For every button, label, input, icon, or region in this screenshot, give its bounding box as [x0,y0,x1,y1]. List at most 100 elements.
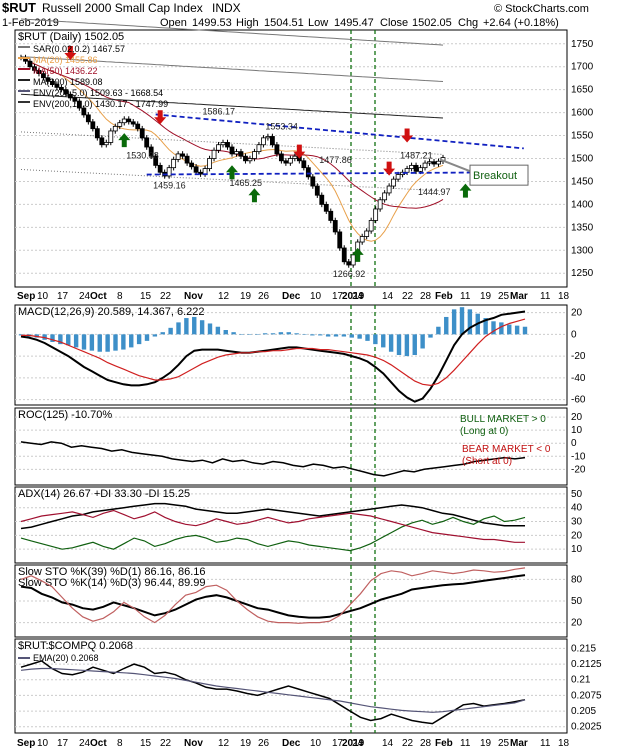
histogram-bar [270,333,276,335]
y-tick-label: 1300 [571,245,594,256]
x-tick-label: 24 [352,291,364,302]
histogram-bar [160,332,165,335]
candle-body [382,192,388,201]
x-tick-label: 17 [57,291,69,302]
x-tick-label: 8 [117,291,123,302]
histogram-bar [50,334,55,342]
histogram-bar [81,334,87,350]
histogram-bar [207,323,213,335]
histogram-bar [467,309,473,335]
x-tick-label: 22 [160,291,172,302]
histogram-bar [231,332,236,335]
legend-entry: MA(50) 1436.22 [33,66,98,76]
candle-body [252,151,257,159]
y-tick-label: 0.2025 [571,722,602,733]
sell-signal-arrow [64,45,77,60]
x-tick-label: 22 [160,738,172,749]
sell-signal-arrow [293,144,306,159]
y-tick-label: 20 [571,412,583,423]
candle-body [207,158,212,169]
histogram-bar [168,327,173,335]
histogram-bar [176,322,181,335]
x-tick-label: 24 [79,738,91,749]
x-tick-label: 12 [218,738,230,749]
y-tick-label: -20 [571,351,586,362]
candle-body [63,89,69,95]
histogram-bar [404,334,410,357]
x-tick-label: 19 [480,291,492,302]
x-tick-label: Sep [17,738,35,749]
candle-body [391,178,397,187]
high-value: 1504.51 [264,17,304,29]
sell-signal-arrow [383,161,396,176]
x-tick-label: 10 [37,738,49,749]
candle-body [54,83,60,88]
x-tick-label: Sep [17,291,35,302]
x-tick-label: 17 [57,738,69,749]
candle-body [341,247,347,263]
x-tick-label: 22 [402,291,414,302]
y-tick-label: 1750 [571,39,594,50]
y-tick-label: 80 [571,574,583,585]
histogram-bar [89,334,95,351]
y-tick-label: 0.21 [571,675,591,686]
x-tick-label: 10 [310,738,322,749]
x-tick-label: 25 [498,291,510,302]
close-value: 1502.05 [412,17,452,29]
histogram-bar [136,334,142,345]
price-annotation: 1444.97 [418,187,451,197]
panel-2: -20 -10 0 10 20 ROC(125) -10.70% BULL MARKET >… [14,407,586,486]
y-tick-label: 1650 [571,85,594,96]
legend-swatch [18,657,30,659]
candle-body [234,151,239,155]
x-tick-label: 2019 [342,291,365,302]
y-tick-label: 0 [571,329,577,340]
x-tick-label: 25 [498,738,510,749]
histogram-bar [365,334,370,341]
candle-body [216,144,221,151]
candle-body [166,167,172,177]
price-annotation: 1266.92 [333,269,366,279]
candle-body [377,199,383,210]
y-tick-label: 30 [571,517,583,528]
candle-body [121,118,127,124]
candle-body [314,185,320,196]
histogram-bar [294,333,299,335]
candle-body [431,161,437,165]
open-value: 1499.53 [192,17,232,29]
x-tick-label: Dec [282,738,301,749]
series-line [20,660,526,725]
y-tick-label: 20 [571,530,583,541]
candle-body [395,174,401,180]
legend-entry: MA(200) 1589.08 [33,77,103,87]
series-line [20,310,526,403]
x-tick-label: 2019 [342,738,365,749]
panel-frame [14,407,568,486]
candle-body [328,210,334,221]
histogram-bar [278,332,284,335]
candle-body [117,122,123,127]
candle-body [108,130,114,143]
candle-body [359,236,365,243]
candle-body [184,155,190,164]
series-line [20,574,526,619]
legend-entry: SAR(0.02,0.2) 1467.57 [33,44,125,54]
histogram-bar [325,334,331,337]
panel-3: 10 20 30 40 50 ADX(14) 26.67 +DI 33.30 -DI 15… [14,486,583,564]
buy-signal-arrow [226,165,238,180]
candle-body [27,60,33,68]
histogram-bar [451,309,457,335]
histogram-bar [318,334,323,336]
histogram-bar [199,320,205,335]
x-tick-label: 11 [540,291,551,302]
histogram-bar [302,334,307,335]
price-annotation: 1477.86 [319,155,352,165]
histogram-bar [121,334,126,350]
envelope-line [20,18,444,46]
candle-body [274,144,280,155]
y-tick-label: 40 [571,503,583,514]
price-annotation: 1465.25 [229,178,262,188]
callout-label: Breakout [473,170,517,182]
exchange-label: INDX [212,1,241,15]
x-tick-label: 24 [352,738,364,749]
